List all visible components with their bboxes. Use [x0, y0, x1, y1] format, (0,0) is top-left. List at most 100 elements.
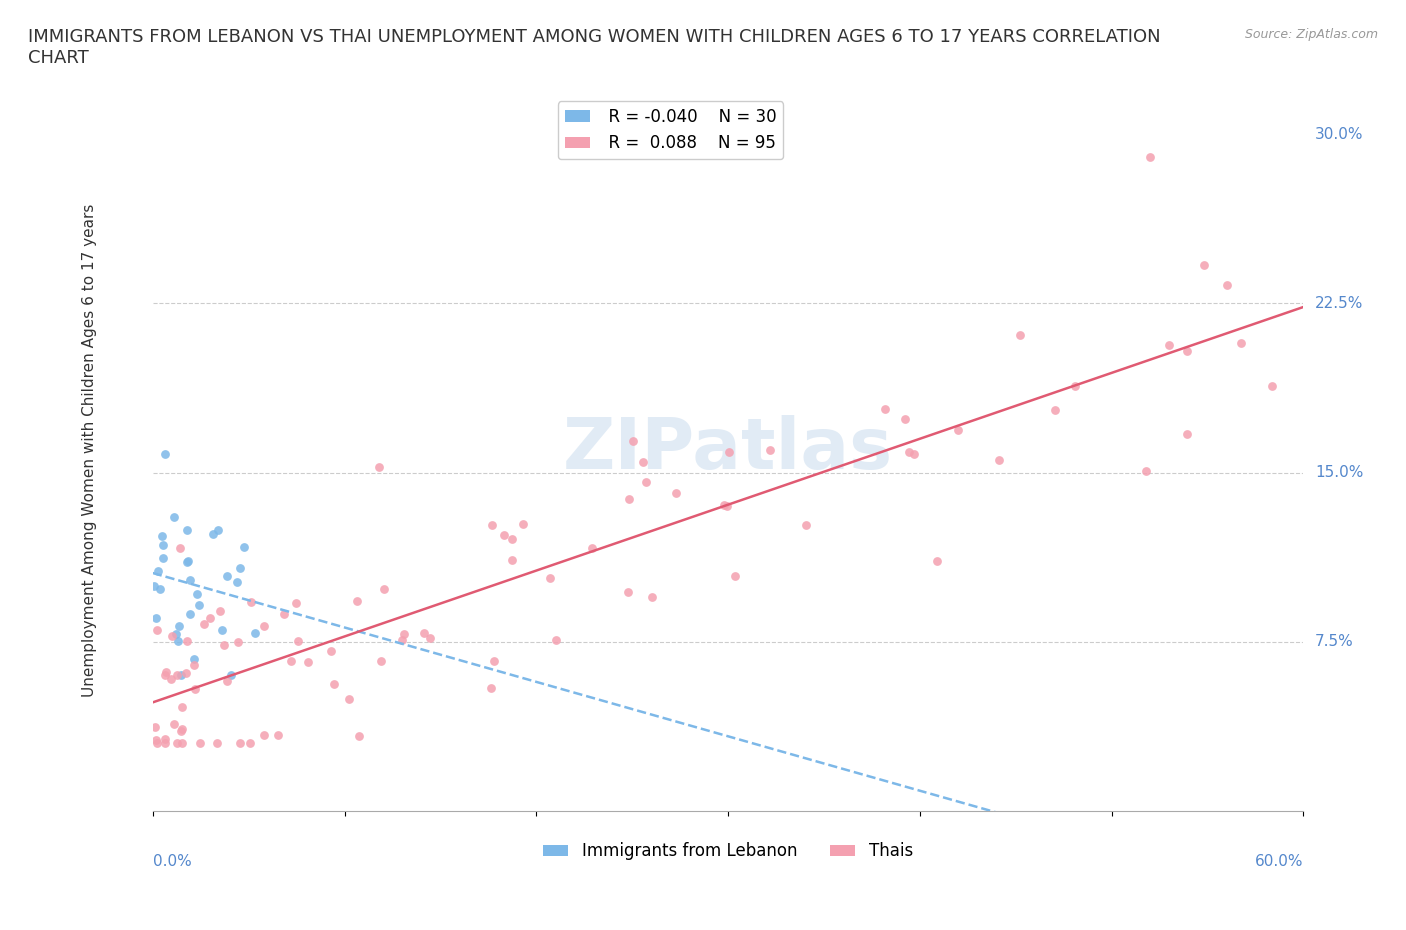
Text: 7.5%: 7.5% — [1315, 634, 1354, 649]
Point — [946, 423, 969, 438]
Point — [172, 736, 194, 751]
Point — [207, 523, 229, 538]
Point — [217, 674, 239, 689]
Point — [337, 692, 360, 707]
Point — [1064, 379, 1087, 393]
Point — [347, 728, 370, 743]
Point — [903, 446, 925, 461]
Point — [634, 474, 657, 489]
Point — [214, 637, 236, 652]
Point — [150, 528, 173, 543]
Point — [166, 736, 188, 751]
Point — [143, 720, 166, 735]
Point — [346, 593, 368, 608]
Point — [253, 727, 276, 742]
Point — [240, 595, 263, 610]
Point — [153, 736, 176, 751]
Point — [146, 736, 169, 751]
Point — [170, 668, 193, 683]
Point — [1230, 335, 1253, 350]
Point — [412, 626, 434, 641]
Point — [1216, 278, 1239, 293]
Point — [713, 498, 735, 512]
Point — [172, 700, 194, 715]
Point — [233, 539, 256, 554]
Point — [321, 644, 343, 658]
Point — [253, 618, 276, 633]
Point — [188, 597, 211, 612]
Point — [145, 733, 167, 748]
Point — [165, 626, 187, 641]
Text: IMMIGRANTS FROM LEBANON VS THAI UNEMPLOYMENT AMONG WOMEN WITH CHILDREN AGES 6 TO: IMMIGRANTS FROM LEBANON VS THAI UNEMPLOY… — [28, 28, 1161, 67]
Point — [167, 633, 190, 648]
Point — [665, 485, 688, 500]
Point — [176, 554, 198, 569]
Point — [167, 619, 190, 634]
Point — [419, 631, 441, 645]
Point — [373, 582, 395, 597]
Point — [155, 665, 177, 680]
Point — [284, 595, 307, 610]
Point — [391, 632, 413, 647]
Point — [145, 611, 167, 626]
Point — [208, 604, 231, 618]
Point — [239, 736, 262, 751]
Text: ZIPatlas: ZIPatlas — [562, 416, 893, 485]
Text: 22.5%: 22.5% — [1315, 296, 1364, 311]
Point — [245, 626, 267, 641]
Point — [166, 667, 188, 682]
Point — [155, 667, 177, 682]
Point — [176, 553, 198, 568]
Point — [179, 573, 201, 588]
Text: 0.0%: 0.0% — [153, 854, 191, 869]
Point — [280, 654, 302, 669]
Point — [581, 540, 603, 555]
Point — [188, 736, 211, 751]
Point — [160, 629, 183, 644]
Point — [176, 633, 198, 648]
Point — [273, 606, 295, 621]
Point — [322, 677, 344, 692]
Point — [479, 681, 502, 696]
Legend: Immigrants from Lebanon, Thais: Immigrants from Lebanon, Thais — [537, 836, 920, 867]
Point — [155, 447, 177, 462]
Point — [229, 736, 252, 751]
Point — [149, 582, 172, 597]
Point — [160, 671, 183, 686]
Point — [221, 668, 243, 683]
Point — [540, 570, 562, 585]
Point — [153, 731, 176, 746]
Point — [201, 526, 224, 541]
Text: 30.0%: 30.0% — [1315, 127, 1364, 142]
Point — [621, 434, 644, 449]
Point — [1175, 343, 1198, 358]
Point — [186, 587, 208, 602]
Point — [226, 635, 249, 650]
Point — [287, 634, 309, 649]
Point — [179, 606, 201, 621]
Point — [229, 561, 252, 576]
Point — [267, 728, 290, 743]
Point — [174, 666, 197, 681]
Point — [152, 538, 174, 553]
Point — [484, 654, 506, 669]
Point — [501, 552, 523, 567]
Point — [1261, 379, 1284, 393]
Point — [1045, 402, 1067, 417]
Point — [927, 553, 949, 568]
Point — [617, 491, 640, 506]
Point — [394, 626, 416, 641]
Point — [512, 517, 534, 532]
Point — [718, 445, 741, 459]
Point — [1175, 427, 1198, 442]
Point — [146, 623, 169, 638]
Point — [481, 517, 503, 532]
Point — [152, 551, 174, 565]
Point — [370, 654, 392, 669]
Point — [148, 564, 170, 578]
Point — [1135, 463, 1157, 478]
Point — [987, 453, 1010, 468]
Point — [501, 532, 523, 547]
Point — [163, 716, 186, 731]
Point — [794, 518, 817, 533]
